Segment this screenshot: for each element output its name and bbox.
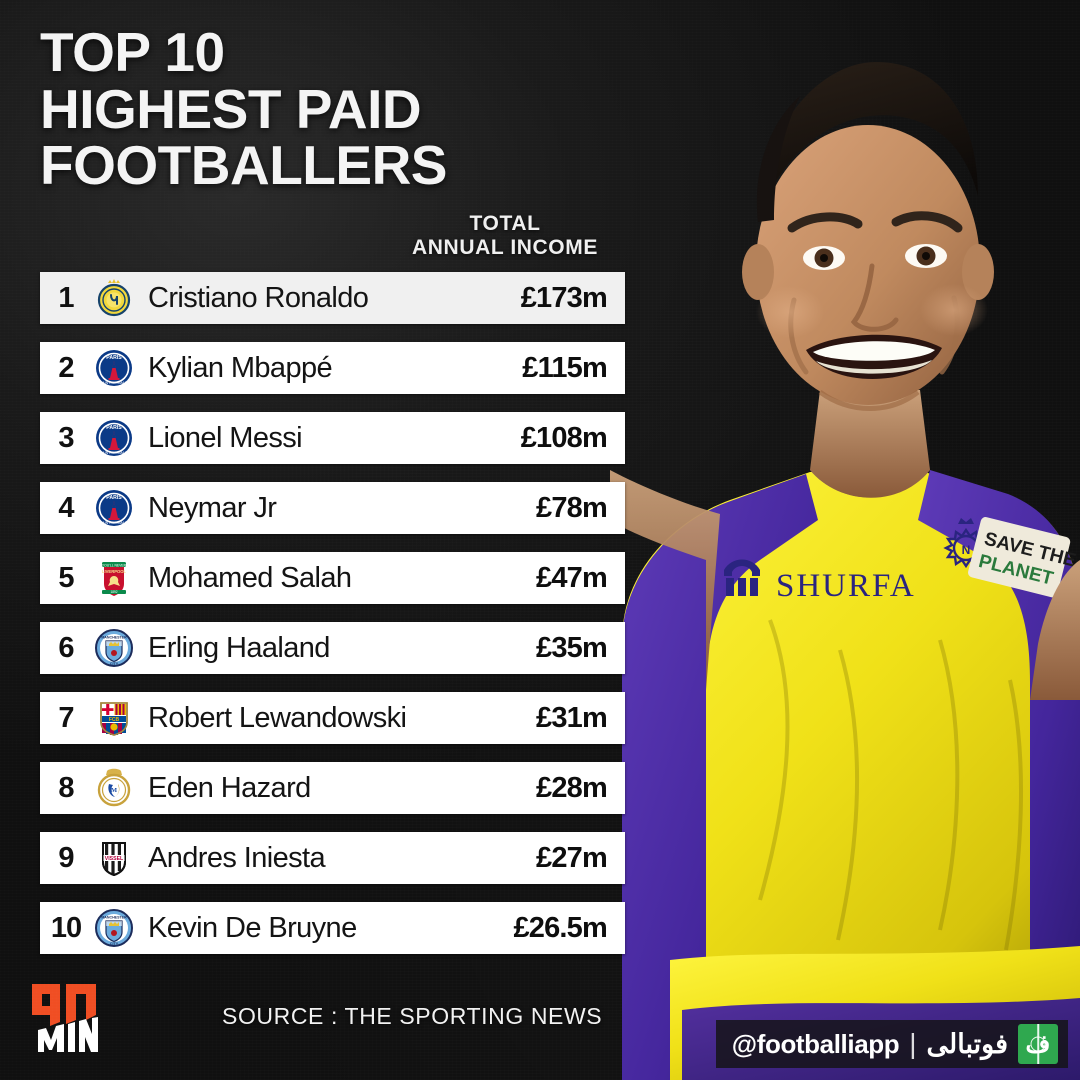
rank-number: 2 (58, 351, 74, 384)
player-name: Neymar Jr (148, 491, 277, 524)
ranking-table: 1 Cristiano Ronaldo £173m 2 PAR (40, 272, 625, 954)
rank-number: 8 (58, 771, 74, 804)
page-title: TOP 10 HIGHEST PAID FOOTBALLERS (40, 24, 680, 194)
table-row[interactable]: 9 VISSEL Andres Iniesta £27m (40, 832, 625, 884)
income-amount: £28m (536, 771, 608, 804)
svg-text:VISSEL: VISSEL (105, 856, 124, 862)
title-line-1: TOP 10 (40, 21, 225, 83)
real-madrid-badge: M (92, 767, 136, 809)
table-row[interactable]: 10 MANCHESTER CITY Kevin De Bruyne £26.5… (40, 902, 625, 954)
table-row[interactable]: 7 FCB (40, 692, 625, 744)
svg-text:PARIS: PARIS (106, 425, 122, 431)
table-row[interactable]: 3 PARIS SAINT-GERMAIN Lionel Messi £108m (40, 412, 625, 464)
player-name: Lionel Messi (148, 421, 303, 454)
svg-text:CITY: CITY (110, 942, 119, 946)
table-row[interactable]: 5 YOU'LL NEVER LIVERPOOL 1892 Mohamed Sa… (40, 552, 625, 604)
table-row[interactable]: 4 PARIS SAINT-GERMAIN Neymar Jr £78m (40, 482, 625, 534)
svg-text:N: N (962, 543, 971, 557)
ninety-min-logo (30, 982, 100, 1056)
svg-text:PARIS: PARIS (106, 355, 122, 361)
table-row[interactable]: 6 MANCHESTER CITY Erling Haaland £35m (40, 622, 625, 674)
svg-text:YOU'LL NEVER: YOU'LL NEVER (102, 563, 127, 567)
rank-number: 1 (58, 281, 74, 314)
column-header-line-1: TOTAL (469, 212, 541, 235)
psg-badge: PARIS SAINT-GERMAIN (92, 487, 136, 529)
svg-text:PARIS: PARIS (106, 495, 122, 501)
svg-text:CITY: CITY (110, 662, 119, 666)
income-column-header: TOTAL ANNUAL INCOME (390, 212, 620, 259)
player-name: Andres Iniesta (148, 841, 326, 874)
player-name: Robert Lewandowski (148, 701, 407, 734)
svg-text:FCB: FCB (109, 717, 120, 723)
watermark-separator: | (909, 1028, 917, 1059)
player-photo-ronaldo: SHURFA N SAVE THE PLANET (610, 0, 1080, 1080)
income-amount: £108m (520, 421, 608, 454)
rank-number: 3 (58, 421, 74, 454)
vissel-kobe-badge: VISSEL (92, 837, 136, 879)
rank-number: 5 (58, 561, 74, 594)
rank-number: 9 (58, 841, 74, 874)
player-name: Mohamed Salah (148, 561, 352, 594)
player-name: Kevin De Bruyne (148, 911, 357, 944)
player-name: Eden Hazard (148, 771, 311, 804)
svg-text:SAINT-GERMAIN: SAINT-GERMAIN (100, 451, 129, 455)
svg-text:MANCHESTER: MANCHESTER (101, 916, 127, 920)
svg-text:SAINT-GERMAIN: SAINT-GERMAIN (100, 521, 129, 525)
income-amount: £115m (522, 351, 608, 384)
rank-number: 10 (50, 911, 82, 944)
svg-text:LIVERPOOL: LIVERPOOL (102, 569, 127, 574)
psg-badge: PARIS SAINT-GERMAIN (92, 417, 136, 459)
income-amount: £78m (536, 491, 608, 524)
footballi-glyph: ف (1025, 1030, 1051, 1058)
svg-text:M: M (111, 787, 117, 794)
column-header-line-2: ANNUAL INCOME (412, 235, 598, 259)
player-name: Cristiano Ronaldo (148, 281, 369, 314)
rank-number: 4 (58, 491, 74, 524)
income-amount: £27m (536, 841, 608, 874)
svg-text:SAINT-GERMAIN: SAINT-GERMAIN (100, 381, 129, 385)
title-line-3: FOOTBALLERS (40, 134, 447, 197)
svg-text:MANCHESTER: MANCHESTER (101, 636, 127, 640)
source-credit: SOURCE : THE SPORTING NEWS (222, 1003, 603, 1029)
player-name: Kylian Mbappé (148, 351, 333, 384)
svg-text:SHURFA: SHURFA (776, 568, 916, 604)
watermark-persian-name: فوتبالی (926, 1028, 1008, 1059)
manchester-city-badge: MANCHESTER CITY (92, 907, 136, 949)
income-amount: £47m (536, 561, 608, 594)
table-row[interactable]: 8 M Eden Hazard £28m (40, 762, 625, 814)
income-amount: £35m (536, 631, 608, 664)
income-amount: £173m (520, 281, 608, 314)
liverpool-badge: YOU'LL NEVER LIVERPOOL 1892 (92, 557, 136, 599)
watermark-footballiapp[interactable]: @footballiapp | فوتبالی ف (715, 1020, 1068, 1068)
barcelona-badge: FCB (92, 697, 136, 739)
title-line-2: HIGHEST PAID (40, 77, 422, 140)
rank-number: 7 (58, 701, 74, 734)
income-amount: £31m (536, 701, 608, 734)
footballi-logo-icon: ف (1018, 1024, 1058, 1064)
table-row[interactable]: 1 Cristiano Ronaldo £173m (40, 272, 625, 324)
rank-number: 6 (58, 631, 74, 664)
watermark-handle: @footballiapp (731, 1028, 900, 1059)
player-name: Erling Haaland (148, 631, 330, 664)
svg-text:1892: 1892 (110, 590, 117, 594)
income-amount: £26.5m (513, 911, 607, 944)
psg-badge: PARIS SAINT-GERMAIN (92, 347, 136, 389)
table-row[interactable]: 2 PARIS SAINT-GERMAIN Kylian Mbappé £115… (40, 342, 625, 394)
al-nassr-badge (92, 277, 136, 319)
manchester-city-badge: MANCHESTER CITY (92, 627, 136, 669)
